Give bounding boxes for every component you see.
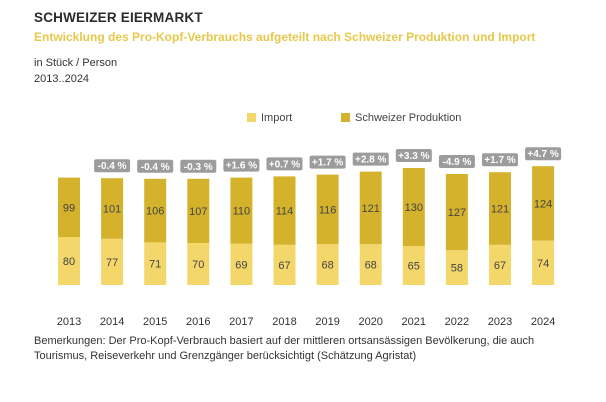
value-label-swiss-production-2015: 106 bbox=[146, 206, 164, 218]
value-label-swiss-production-2019: 116 bbox=[319, 204, 337, 216]
bar-swiss-production-2013 bbox=[58, 177, 80, 237]
x-tick-label-2017: 2017 bbox=[229, 316, 253, 328]
bar-swiss-production-2016 bbox=[187, 178, 210, 243]
value-label-swiss-production-2023: 121 bbox=[491, 204, 509, 216]
bar-swiss-production-2019 bbox=[316, 174, 339, 245]
value-label-swiss-production-2013: 99 bbox=[63, 202, 75, 214]
legend-label-swiss-production: Schweizer Produktion bbox=[355, 112, 461, 124]
unit-label: in Stück / Person bbox=[34, 57, 118, 69]
x-tick-label-2023: 2023 bbox=[488, 316, 512, 328]
value-label-import-2022: 58 bbox=[451, 263, 463, 275]
bar-import-2014 bbox=[101, 238, 124, 285]
value-label-import-2015: 71 bbox=[149, 259, 161, 271]
bar-swiss-production-2014 bbox=[101, 178, 124, 239]
change-label-2015: -0.4 % bbox=[141, 162, 170, 173]
legend-swatch-swiss-production bbox=[341, 113, 350, 122]
x-tick-label-2020: 2020 bbox=[358, 316, 382, 328]
change-label-2022: -4.9 % bbox=[442, 157, 471, 168]
bar-swiss-production-2021 bbox=[402, 168, 425, 246]
change-label-2014: -0.4 % bbox=[98, 161, 127, 172]
bar-import-2020 bbox=[359, 244, 382, 285]
legend-swatch-import bbox=[247, 113, 256, 122]
bar-import-2018 bbox=[273, 244, 296, 285]
change-badge-2014 bbox=[94, 159, 131, 173]
change-badge-2022 bbox=[438, 155, 475, 168]
bar-swiss-production-2022 bbox=[445, 174, 468, 251]
change-label-2021: +3.3 % bbox=[398, 151, 430, 162]
value-label-import-2014: 77 bbox=[106, 257, 118, 269]
change-badge-2024 bbox=[525, 147, 562, 161]
footnote: Bemerkungen: Der Pro-Kopf-Verbrauch basi… bbox=[34, 335, 535, 362]
x-tick-label-2014: 2014 bbox=[100, 316, 124, 328]
bar-import-2021 bbox=[402, 246, 425, 285]
bar-swiss-production-2023 bbox=[489, 172, 511, 245]
change-label-2017: +1.6 % bbox=[226, 161, 258, 172]
x-tick-label-2022: 2022 bbox=[445, 316, 469, 328]
x-tick-label-2016: 2016 bbox=[186, 316, 210, 328]
change-label-2018: +0.7 % bbox=[269, 159, 301, 170]
change-label-2016: -0.3 % bbox=[184, 162, 213, 173]
x-tick-label-2013: 2013 bbox=[57, 316, 81, 328]
value-label-swiss-production-2017: 110 bbox=[233, 206, 251, 218]
bar-import-2023 bbox=[489, 244, 511, 285]
x-tick-label-2015: 2015 bbox=[143, 316, 167, 328]
change-badge-2015 bbox=[137, 159, 174, 173]
chart-subtitle: Entwicklung des Pro-Kopf-Verbrauchs aufg… bbox=[34, 30, 536, 44]
bar-swiss-production-2015 bbox=[144, 178, 167, 243]
x-tick-label-2021: 2021 bbox=[402, 316, 426, 328]
value-label-swiss-production-2021: 130 bbox=[405, 202, 423, 214]
change-badge-2021 bbox=[395, 149, 432, 162]
x-tick-label-2019: 2019 bbox=[315, 316, 339, 328]
value-label-import-2021: 65 bbox=[408, 261, 420, 273]
bar-import-2017 bbox=[230, 243, 253, 285]
change-label-2020: +2.8 % bbox=[355, 155, 387, 166]
change-badge-2016 bbox=[180, 159, 217, 173]
value-label-swiss-production-2014: 101 bbox=[103, 204, 121, 216]
value-label-swiss-production-2018: 114 bbox=[276, 206, 294, 218]
value-label-swiss-production-2022: 127 bbox=[448, 207, 466, 219]
bar-swiss-production-2018 bbox=[273, 176, 296, 245]
value-label-swiss-production-2024: 124 bbox=[534, 198, 552, 210]
value-label-import-2017: 69 bbox=[235, 259, 247, 271]
value-label-import-2019: 68 bbox=[321, 260, 333, 272]
bar-import-2013 bbox=[58, 237, 80, 285]
value-label-import-2024: 74 bbox=[537, 258, 549, 270]
value-label-import-2023: 67 bbox=[494, 260, 506, 272]
bar-swiss-production-2024 bbox=[532, 166, 555, 241]
change-label-2019: +1.7 % bbox=[312, 158, 344, 169]
value-label-swiss-production-2016: 107 bbox=[189, 206, 207, 218]
year-range-label: 2013..2024 bbox=[34, 73, 90, 85]
value-label-import-2016: 70 bbox=[192, 259, 204, 271]
change-label-2024: +4.7 % bbox=[527, 149, 559, 160]
change-label-2023: +1.7 % bbox=[484, 155, 516, 166]
value-label-import-2018: 67 bbox=[278, 260, 290, 272]
x-tick-label-2018: 2018 bbox=[272, 316, 296, 328]
change-badge-2023 bbox=[482, 153, 518, 167]
bar-swiss-production-2017 bbox=[230, 177, 253, 244]
change-badge-2018 bbox=[266, 157, 303, 171]
bar-import-2015 bbox=[144, 242, 167, 285]
chart-title: SCHWEIZER EIERMARKT bbox=[34, 10, 203, 25]
bar-import-2022 bbox=[445, 250, 468, 285]
x-tick-label-2024: 2024 bbox=[531, 316, 555, 328]
bar-swiss-production-2020 bbox=[359, 171, 382, 245]
change-badge-2019 bbox=[309, 155, 346, 169]
change-badge-2020 bbox=[352, 152, 389, 166]
value-label-swiss-production-2020: 121 bbox=[362, 203, 380, 215]
value-label-import-2013: 80 bbox=[63, 256, 75, 268]
bar-import-2024 bbox=[532, 240, 555, 285]
legend-label-import: Import bbox=[261, 112, 292, 124]
stacked-bar-chart: Import Schweizer Produktion 80 99 2013 77 101 2… bbox=[57, 112, 562, 328]
bar-import-2019 bbox=[316, 244, 339, 285]
value-label-import-2020: 68 bbox=[365, 260, 377, 272]
bar-import-2016 bbox=[187, 243, 210, 285]
change-badge-2017 bbox=[223, 158, 260, 172]
